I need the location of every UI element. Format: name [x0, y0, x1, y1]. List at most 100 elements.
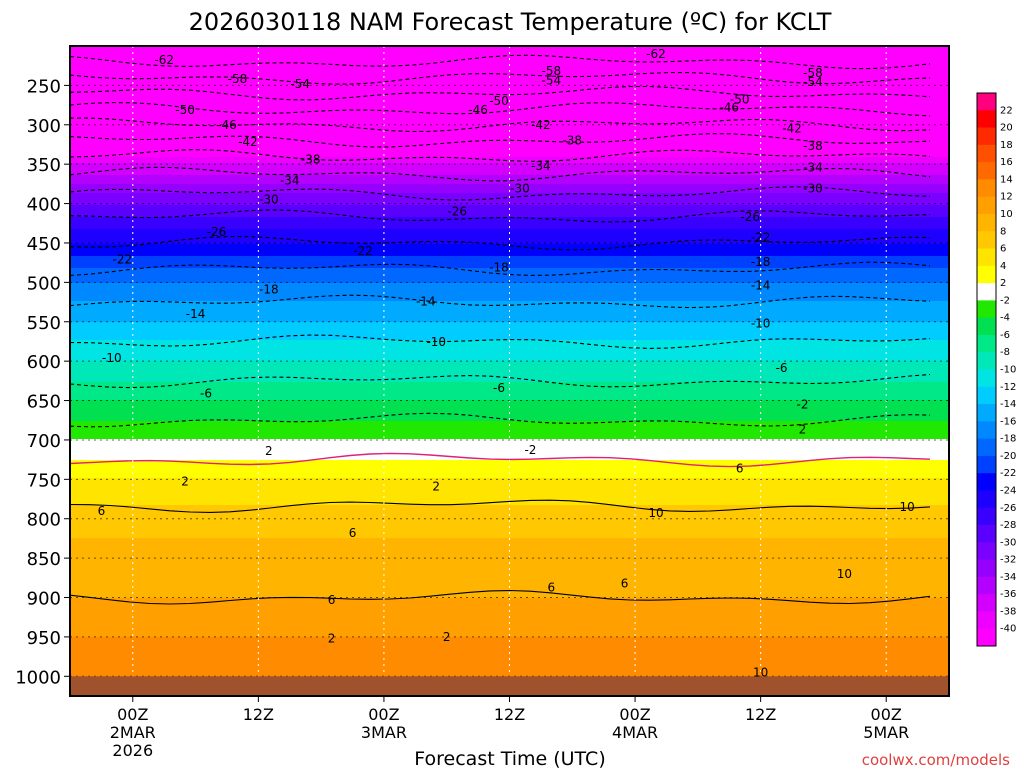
contour-label: -50 [730, 93, 750, 107]
temp-band [70, 103, 949, 107]
contour-label: -10 [426, 335, 446, 349]
contour-line [70, 589, 931, 605]
y-tick-label: 400 [27, 195, 61, 216]
temp-band [70, 169, 949, 173]
temp-band [70, 433, 949, 437]
temp-band [70, 253, 949, 257]
temp-band [70, 247, 949, 251]
temp-band [70, 601, 949, 605]
contour-line [70, 85, 931, 101]
colorbar-label: -38 [1000, 606, 1016, 617]
temp-band [70, 493, 949, 497]
y-tick-label: 850 [27, 549, 61, 570]
contour-label: 10 [753, 665, 768, 679]
credit-text: coolwx.com/models [862, 751, 1010, 768]
contour-label: -22 [353, 244, 373, 258]
temp-band [70, 97, 949, 101]
temp-band [70, 487, 949, 491]
temp-band [70, 577, 949, 581]
colorbar-cell [977, 144, 996, 163]
temp-band [70, 157, 949, 161]
contour-label: 10 [837, 567, 852, 581]
temp-band [70, 595, 949, 599]
temp-band [70, 565, 949, 569]
colorbar-cell [977, 369, 996, 388]
temp-band [70, 391, 949, 395]
temp-band [70, 499, 949, 503]
contour-label: -26 [740, 210, 760, 224]
colorbar-label: -34 [1000, 572, 1016, 583]
temp-band [70, 475, 949, 479]
temp-band [70, 583, 949, 587]
temp-band [70, 523, 949, 527]
y-tick-label: 550 [27, 313, 61, 334]
contour-label: -46 [468, 103, 488, 117]
temp-band [70, 277, 949, 281]
temp-band [70, 163, 949, 167]
contour-label: -18 [751, 255, 771, 269]
colorbar-label: -14 [1000, 399, 1016, 410]
colorbar-frame [976, 92, 997, 647]
y-tick-label: 700 [27, 431, 61, 452]
colorbar-cell [977, 162, 996, 180]
contour-line [70, 209, 931, 223]
contour-line [70, 499, 931, 513]
contour-label: -42 [238, 135, 258, 149]
temp-band [70, 175, 949, 179]
contour-label: -2 [797, 397, 809, 411]
temp-band [70, 337, 949, 341]
temp-band [70, 307, 949, 311]
colorbar-label: 8 [1000, 226, 1006, 237]
chart-title: 2026030118 NAM Forecast Temperature (ºC)… [189, 8, 832, 36]
colorbar-cell [977, 525, 996, 543]
colorbar-cell [977, 628, 996, 647]
contour-label: -38 [301, 152, 321, 166]
temp-band [70, 127, 949, 131]
contour-label: 2 [265, 444, 273, 458]
contour-label: -38 [562, 134, 582, 148]
contour-line [70, 102, 931, 117]
contour-label: 10 [900, 500, 915, 514]
colorbar-label: -12 [1000, 382, 1016, 393]
x-tick-label: 00Z [117, 705, 148, 724]
x-tick-date: 2MAR [110, 723, 156, 742]
temp-band [70, 481, 949, 485]
y-tick-label: 500 [27, 273, 61, 294]
temp-band [70, 265, 949, 269]
x-axis-label: Forecast Time (UTC) [414, 748, 605, 768]
colorbar-cell [977, 507, 996, 526]
colorbar-label: 16 [1000, 157, 1013, 168]
contour-line [70, 373, 931, 389]
contour-label: -26 [447, 204, 467, 218]
contour-label: 6 [328, 593, 336, 607]
contour-label: 2 [432, 479, 440, 493]
contour-label: -42 [782, 122, 802, 136]
temp-band [70, 553, 949, 557]
colorbar-label: -28 [1000, 520, 1016, 531]
colorbar-cell [977, 248, 996, 267]
colorbar-label: 12 [1000, 192, 1013, 203]
contour-line [70, 186, 931, 201]
contour-label: -58 [542, 64, 562, 78]
temp-band [70, 205, 949, 209]
colorbar-cell [977, 490, 996, 509]
temp-band [70, 535, 949, 539]
contour-label: -14 [416, 294, 436, 308]
contour-label: -34 [280, 174, 300, 188]
temp-band [70, 529, 949, 533]
temp-band [70, 259, 949, 263]
temp-band [70, 559, 949, 563]
contour-label: -34 [531, 159, 551, 173]
temp-band [70, 607, 949, 611]
temp-band [70, 637, 949, 641]
temp-band [70, 325, 949, 329]
contour-label: 6 [736, 461, 744, 475]
contour-label: -26 [207, 225, 227, 239]
colorbar-label: 14 [1000, 174, 1013, 185]
colorbar-label: 20 [1000, 123, 1013, 134]
colorbar-label: -2 [1000, 295, 1010, 306]
contour-label: -18 [489, 260, 509, 274]
temp-band [70, 505, 949, 509]
contour-label: -18 [259, 282, 279, 296]
y-axis: 250 300 350 400 450 500 550 600 650 700 750 800 850 9… [15, 76, 70, 688]
